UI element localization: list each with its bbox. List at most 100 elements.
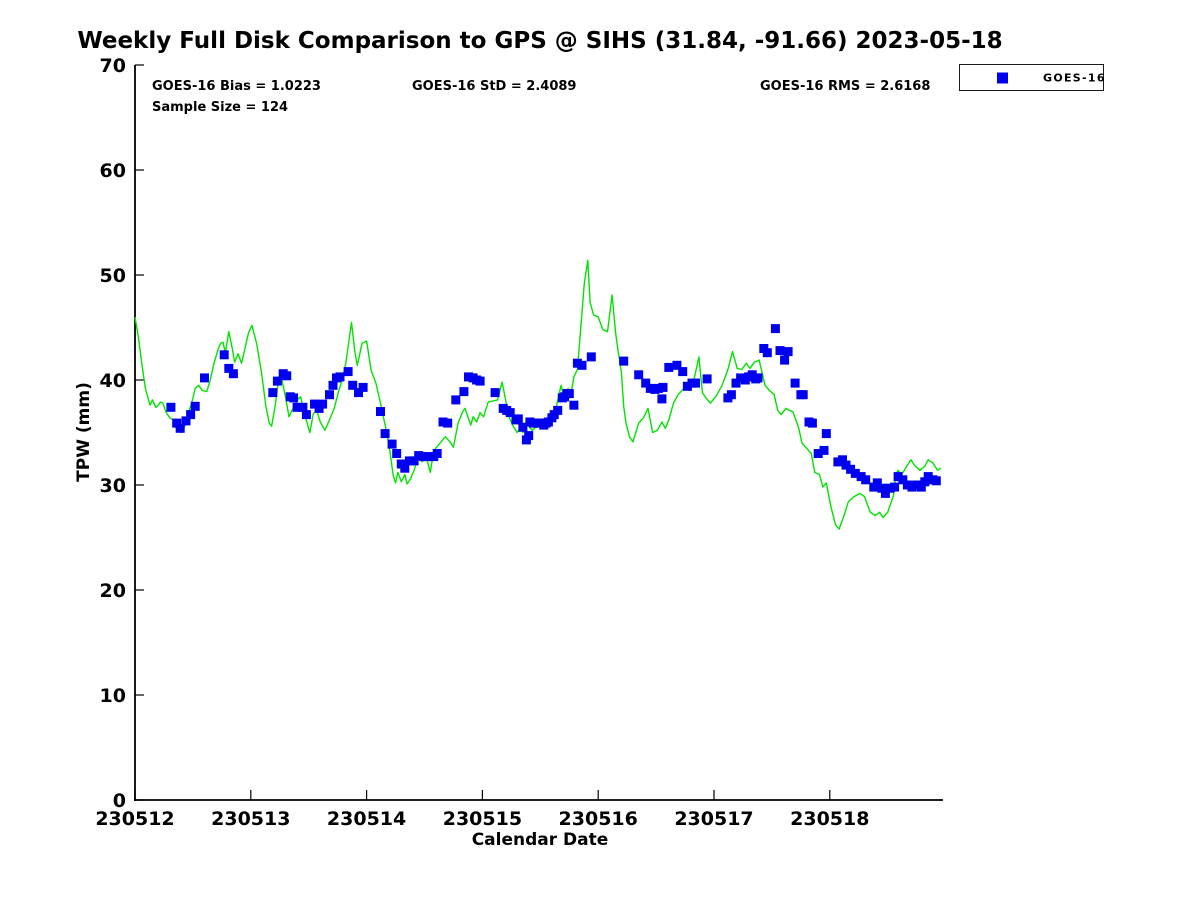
- stat-sample-size-text: Sample Size = 124: [152, 100, 289, 115]
- goes16-marker: [292, 402, 302, 412]
- goes16-marker: [513, 414, 523, 424]
- stat-rms-text: GOES-16 RMS = 2.6168: [760, 79, 931, 94]
- x-tick-label: 230512: [95, 808, 174, 830]
- x-tick-label: 230514: [327, 808, 406, 830]
- stat-bias-text: GOES-16 Bias = 1.0223: [152, 79, 321, 94]
- goes16-marker: [877, 483, 887, 493]
- goes16-marker: [464, 372, 473, 382]
- goes16-marker: [318, 399, 328, 409]
- goes16-marker: [534, 418, 544, 428]
- goes16-marker: [569, 400, 579, 410]
- goes16-marker: [619, 356, 629, 366]
- goes16-marker: [872, 478, 882, 488]
- goes16-marker: [224, 363, 234, 373]
- goes16-marker: [850, 468, 860, 478]
- goes16-marker: [172, 418, 182, 428]
- goes16-marker: [912, 480, 922, 490]
- goes16-marker: [475, 376, 485, 386]
- x-tick-label: 230515: [443, 808, 522, 830]
- goes16-marker: [418, 452, 428, 462]
- y-tick-label: 10: [100, 685, 126, 707]
- goes16-marker: [923, 472, 933, 482]
- y-tick-label: 20: [100, 580, 126, 602]
- x-tick-label: 230518: [790, 808, 869, 830]
- goes16-legend-marker-icon: [997, 72, 1008, 83]
- x-tick-label: 230513: [211, 808, 290, 830]
- goes16-marker: [691, 378, 700, 388]
- goes16-marker: [186, 410, 196, 420]
- goes16-marker: [798, 390, 808, 400]
- goes16-marker: [376, 407, 385, 416]
- goes16-marker: [175, 423, 185, 433]
- goes16-marker: [200, 373, 209, 383]
- goes16-marker: [838, 455, 847, 465]
- goes16-marker: [807, 418, 817, 428]
- chart-title: Weekly Full Disk Comparison to GPS @ SIH…: [77, 28, 1003, 54]
- goes16-marker: [770, 324, 780, 334]
- goes16-marker: [301, 410, 311, 420]
- goes16-marker: [846, 464, 856, 474]
- goes16-marker: [335, 372, 345, 382]
- goes16-marker: [898, 475, 908, 485]
- y-axis-label: TPW (mm): [74, 382, 94, 482]
- goes16-marker: [524, 431, 534, 441]
- goes16-marker: [920, 477, 930, 487]
- goes16-marker: [634, 370, 644, 380]
- goes16-marker: [268, 388, 278, 398]
- y-tick-label: 30: [100, 475, 126, 497]
- y-tick-label: 0: [113, 790, 126, 812]
- legend-label: GOES-16: [1043, 71, 1106, 84]
- goes16-marker: [783, 347, 793, 357]
- goes16-marker: [762, 348, 772, 358]
- goes16-marker: [861, 475, 871, 485]
- goes16-marker: [282, 371, 292, 381]
- goes16-marker: [348, 380, 358, 390]
- goes16-marker: [400, 463, 410, 473]
- goes16-marker: [645, 383, 655, 393]
- goes16-marker: [664, 362, 674, 372]
- goes16-marker: [907, 482, 917, 492]
- goes16-marker: [819, 445, 829, 455]
- goes16-marker: [753, 373, 763, 383]
- goes16-marker: [672, 360, 682, 370]
- stat-std-text: GOES-16 StD = 2.4089: [412, 79, 577, 94]
- goes16-marker: [518, 422, 528, 432]
- goes16-marker: [343, 367, 353, 377]
- goes16-marker: [813, 449, 823, 458]
- goes16-marker: [931, 476, 941, 486]
- goes16-marker: [443, 418, 453, 428]
- goes16-marker: [775, 346, 785, 356]
- goes16-marker: [790, 378, 800, 388]
- goes16-marker: [586, 352, 596, 362]
- goes16-marker: [409, 456, 419, 466]
- goes16-marker: [272, 376, 282, 386]
- gps-line: [134, 259, 942, 530]
- goes16-marker: [821, 429, 831, 439]
- goes16-marker: [916, 482, 926, 492]
- goes16-marker: [885, 483, 895, 493]
- goes16-marker: [328, 380, 338, 390]
- goes16-marker: [438, 417, 448, 427]
- goes16-marker: [653, 383, 663, 393]
- goes16-marker: [219, 350, 229, 360]
- goes16-marker: [432, 449, 442, 458]
- goes16-marker: [414, 451, 424, 461]
- goes16-marker: [841, 460, 851, 470]
- goes16-marker: [641, 378, 651, 388]
- goes16-marker: [833, 457, 843, 467]
- y-tick-label: 40: [100, 370, 126, 392]
- goes16-marker: [166, 402, 176, 412]
- x-tick-label: 230517: [674, 808, 753, 830]
- goes16-marker: [564, 389, 574, 399]
- legend: GOES-16: [959, 64, 1106, 91]
- goes16-marker: [310, 399, 319, 409]
- y-tick-label: 50: [100, 265, 126, 287]
- goes16-marker: [553, 405, 563, 415]
- goes16-marker: [736, 373, 746, 383]
- goes16-marker: [228, 369, 238, 379]
- y-tick-label: 70: [100, 55, 126, 77]
- goes16-marker: [890, 482, 900, 492]
- goes16-marker: [404, 456, 414, 466]
- goes16-marker: [658, 382, 668, 392]
